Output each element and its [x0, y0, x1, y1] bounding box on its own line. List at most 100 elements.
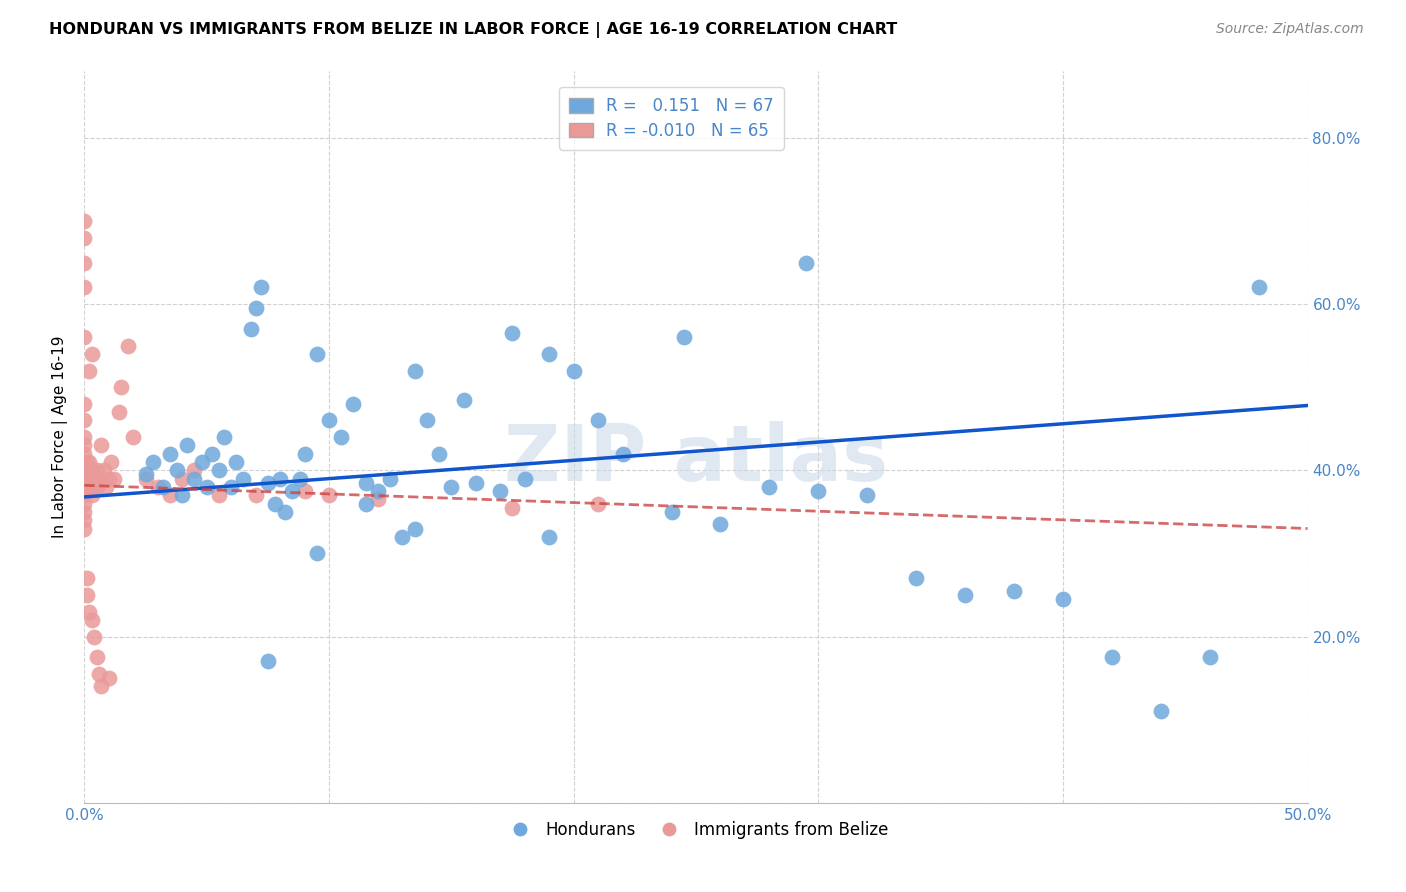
Point — [1002, 583, 1025, 598]
Point — [257, 655, 280, 669]
Point — [367, 492, 389, 507]
Point — [208, 463, 231, 477]
Point — [97, 671, 120, 685]
Point — [73, 255, 96, 269]
Point — [1052, 592, 1074, 607]
Text: HONDURAN VS IMMIGRANTS FROM BELIZE IN LABOR FORCE | AGE 16-19 CORRELATION CHART: HONDURAN VS IMMIGRANTS FROM BELIZE IN LA… — [49, 22, 897, 38]
Point — [380, 472, 402, 486]
Point — [77, 455, 100, 469]
Point — [427, 447, 450, 461]
Point — [354, 497, 377, 511]
Point — [176, 438, 198, 452]
Point — [257, 475, 280, 490]
Point — [73, 447, 96, 461]
Point — [953, 588, 976, 602]
Point — [440, 480, 463, 494]
Point — [73, 497, 96, 511]
Point — [172, 488, 194, 502]
Point — [661, 505, 683, 519]
Point — [219, 480, 242, 494]
Point — [80, 472, 103, 486]
Point — [142, 455, 165, 469]
Point — [159, 488, 181, 502]
Point — [117, 338, 139, 352]
Point — [195, 480, 218, 494]
Point — [1101, 650, 1123, 665]
Point — [86, 480, 108, 494]
Point — [159, 447, 181, 461]
Point — [73, 214, 96, 228]
Point — [1247, 280, 1270, 294]
Point — [172, 472, 194, 486]
Point — [856, 488, 879, 502]
Point — [90, 438, 112, 452]
Point — [93, 463, 115, 477]
Point — [77, 472, 100, 486]
Point — [1198, 650, 1220, 665]
Y-axis label: In Labor Force | Age 16-19: In Labor Force | Age 16-19 — [52, 335, 69, 539]
Point — [245, 488, 267, 502]
Point — [672, 330, 695, 344]
Point — [166, 463, 188, 477]
Point — [538, 530, 561, 544]
Point — [249, 280, 271, 294]
Point — [73, 280, 96, 294]
Point — [294, 484, 316, 499]
Point — [135, 472, 157, 486]
Point — [489, 484, 512, 499]
Point — [87, 472, 110, 486]
Point — [73, 413, 96, 427]
Point — [502, 326, 524, 341]
Point — [318, 413, 340, 427]
Point — [80, 613, 103, 627]
Point — [612, 447, 634, 461]
Point — [77, 480, 100, 494]
Point — [80, 488, 103, 502]
Point — [73, 397, 96, 411]
Point — [73, 521, 96, 535]
Point — [103, 472, 125, 486]
Point — [77, 363, 100, 377]
Point — [239, 322, 262, 336]
Point — [183, 463, 205, 477]
Point — [453, 392, 475, 407]
Point — [135, 467, 157, 482]
Point — [110, 380, 132, 394]
Point — [245, 301, 267, 316]
Point — [76, 588, 98, 602]
Point — [305, 546, 328, 560]
Point — [274, 505, 297, 519]
Point — [330, 430, 353, 444]
Point — [90, 680, 112, 694]
Point — [464, 475, 486, 490]
Text: Source: ZipAtlas.com: Source: ZipAtlas.com — [1216, 22, 1364, 37]
Point — [367, 484, 389, 499]
Legend: Hondurans, Immigrants from Belize: Hondurans, Immigrants from Belize — [496, 814, 896, 846]
Point — [73, 438, 96, 452]
Point — [586, 413, 609, 427]
Point — [269, 472, 291, 486]
Point — [152, 480, 174, 494]
Point — [73, 488, 96, 502]
Point — [183, 472, 205, 486]
Point — [73, 230, 96, 244]
Point — [73, 330, 96, 344]
Point — [416, 413, 439, 427]
Point — [76, 455, 98, 469]
Text: ZIP atlas: ZIP atlas — [503, 421, 889, 497]
Point — [318, 488, 340, 502]
Point — [1150, 705, 1173, 719]
Point — [146, 480, 169, 494]
Point — [404, 363, 426, 377]
Point — [191, 455, 214, 469]
Point — [404, 521, 426, 535]
Point — [538, 347, 561, 361]
Point — [80, 347, 103, 361]
Point — [905, 571, 928, 585]
Point — [225, 455, 247, 469]
Point — [73, 505, 96, 519]
Point — [122, 430, 145, 444]
Point — [294, 447, 316, 461]
Point — [73, 430, 96, 444]
Point — [97, 472, 120, 486]
